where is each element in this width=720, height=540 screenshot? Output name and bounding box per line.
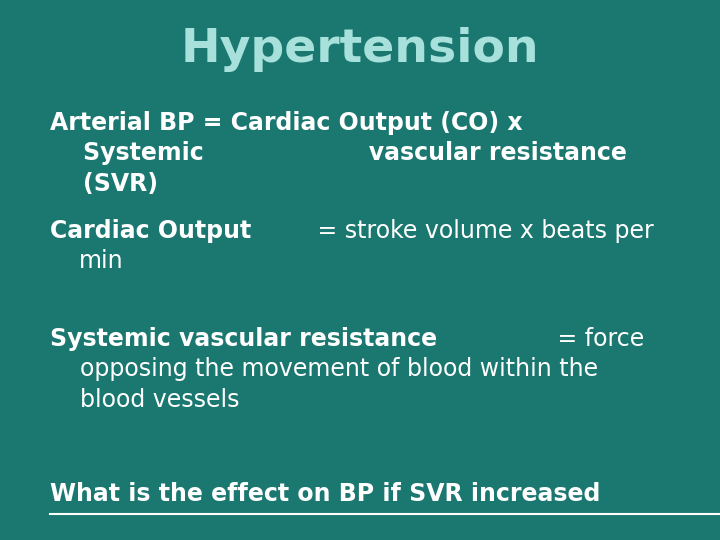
Text: blood vessels: blood vessels (50, 388, 240, 412)
Text: Systemic                    vascular resistance: Systemic vascular resistance (50, 141, 627, 165)
Text: Cardiac Output: Cardiac Output (50, 219, 252, 242)
Text: opposing the movement of blood within the: opposing the movement of blood within th… (50, 357, 598, 381)
Text: = force: = force (550, 327, 644, 350)
Text: = stroke volume x beats per: = stroke volume x beats per (310, 219, 654, 242)
Text: Arterial BP = Cardiac Output (CO) x: Arterial BP = Cardiac Output (CO) x (50, 111, 523, 134)
Text: Systemic vascular resistance: Systemic vascular resistance (50, 327, 438, 350)
Text: (SVR): (SVR) (50, 172, 158, 196)
Text: What is the effect on BP if SVR increased: What is the effect on BP if SVR increase… (50, 482, 600, 505)
Text: Hypertension: Hypertension (181, 27, 539, 72)
Text: min: min (79, 249, 124, 273)
